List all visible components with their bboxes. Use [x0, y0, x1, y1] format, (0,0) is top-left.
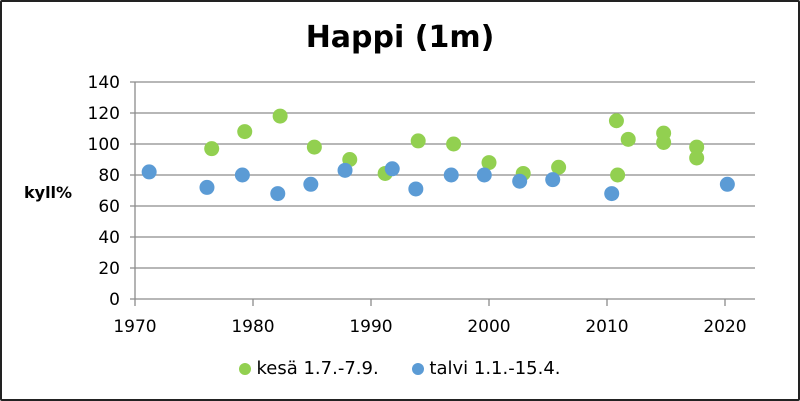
y-tick-label: 0 — [109, 290, 120, 310]
data-point — [410, 133, 426, 149]
data-point — [608, 113, 624, 129]
data-point — [656, 125, 672, 141]
data-point — [408, 181, 424, 197]
x-tick-label: 1970 — [113, 317, 156, 337]
data-point — [204, 141, 220, 157]
data-point — [476, 167, 492, 183]
data-point — [620, 131, 636, 147]
data-point — [481, 155, 497, 171]
legend-marker-winter — [412, 362, 425, 375]
y-axis-label: kyll% — [24, 183, 73, 202]
legend-label-winter: talvi 1.1.-15.4. — [429, 358, 561, 379]
data-point — [551, 159, 567, 175]
data-point — [545, 172, 561, 188]
y-tick-label: 120 — [88, 104, 120, 124]
legend-marker-summer — [239, 362, 252, 375]
data-point — [237, 124, 253, 140]
data-point — [512, 173, 528, 189]
data-point — [199, 179, 215, 195]
x-tick-label: 2010 — [585, 317, 628, 337]
data-point — [689, 139, 705, 155]
data-point — [719, 176, 735, 192]
data-point — [604, 186, 620, 202]
data-point — [610, 167, 626, 183]
x-tick-label: 2000 — [467, 317, 510, 337]
legend: kesä 1.7.-7.9. talvi 1.1.-15.4. — [0, 358, 800, 380]
legend-label-summer: kesä 1.7.-7.9. — [256, 358, 379, 379]
data-point — [689, 150, 705, 166]
y-tick-label: 20 — [98, 259, 120, 279]
y-tick-label: 60 — [98, 197, 120, 217]
legend-item-summer: kesä 1.7.-7.9. — [239, 358, 379, 379]
y-tick-label: 140 — [88, 73, 120, 93]
data-point — [384, 161, 400, 177]
y-tick-label: 40 — [98, 228, 120, 248]
data-point — [270, 186, 286, 202]
x-tick-label: 2020 — [703, 317, 746, 337]
x-tick-label: 1980 — [231, 317, 274, 337]
data-point — [337, 162, 353, 178]
data-point — [234, 167, 250, 183]
data-point — [272, 108, 288, 124]
data-point — [443, 167, 459, 183]
y-tick-label: 80 — [98, 166, 120, 186]
y-tick-label: 100 — [88, 135, 120, 155]
chart-title: Happi (1m) — [305, 20, 495, 55]
data-point — [446, 136, 462, 152]
data-point — [303, 176, 319, 192]
x-tick-label: 1990 — [349, 317, 392, 337]
legend-item-winter: talvi 1.1.-15.4. — [412, 358, 561, 379]
data-point — [141, 164, 157, 180]
data-point — [306, 139, 322, 155]
